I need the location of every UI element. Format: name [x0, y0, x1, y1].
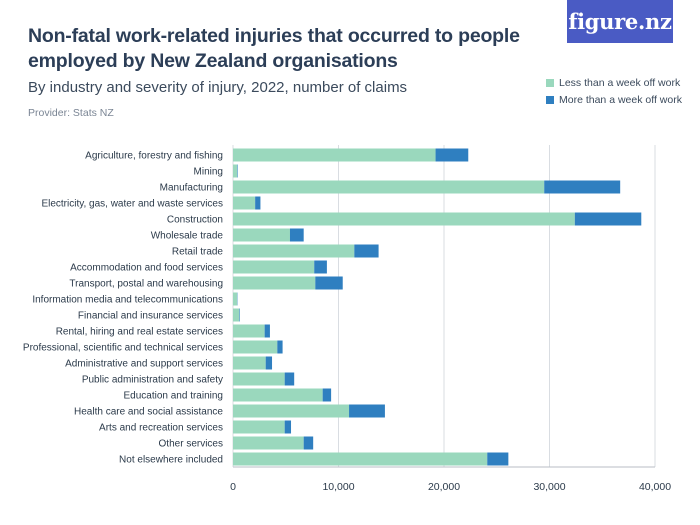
category-label: Wholesale trade	[151, 231, 224, 242]
bar-segment-less-than-week	[233, 356, 266, 370]
bar-segment-less-than-week	[233, 388, 323, 402]
category-label: Mining	[194, 167, 223, 178]
category-label: Administrative and support services	[65, 359, 223, 370]
category-label: Accommodation and food services	[70, 263, 223, 274]
bar-segment-more-than-week	[544, 180, 621, 194]
bar-segment-more-than-week	[255, 196, 261, 210]
category-label: Public administration and safety	[82, 375, 223, 386]
bar-segment-less-than-week	[233, 452, 488, 466]
category-label: Arts and recreation services	[99, 423, 223, 434]
bar-segment-more-than-week	[264, 324, 270, 338]
legend-item-less: Less than a week off work	[546, 74, 682, 91]
chart-legend: Less than a week off work More than a we…	[546, 74, 682, 108]
bar-segment-more-than-week	[487, 452, 509, 466]
x-tick-label: 10,000	[322, 481, 354, 493]
bar-segment-less-than-week	[233, 228, 290, 242]
bar-segment-less-than-week	[233, 292, 238, 306]
bar-segment-more-than-week	[354, 244, 379, 258]
x-tick-label: 0	[230, 481, 236, 493]
bar-segment-less-than-week	[233, 276, 316, 290]
category-label: Rental, hiring and real estate services	[56, 327, 223, 338]
legend-swatch-more	[546, 95, 554, 104]
category-label: Financial and insurance services	[78, 311, 223, 322]
category-label: Information media and telecommunications	[32, 295, 223, 306]
category-label: Construction	[167, 215, 223, 226]
bar-segment-more-than-week	[284, 372, 295, 386]
category-label: Not elsewhere included	[119, 455, 223, 466]
category-label: Retail trade	[172, 247, 224, 258]
legend-label-less: Less than a week off work	[559, 76, 681, 89]
bar-segment-more-than-week	[277, 340, 283, 354]
chart-subtitle: By industry and severity of injury, 2022…	[28, 79, 408, 96]
category-label: Education and training	[123, 391, 223, 402]
bar-segment-less-than-week	[233, 372, 285, 386]
category-label: Transport, postal and warehousing	[69, 279, 223, 290]
legend-label-more: More than a week off work	[559, 93, 682, 106]
bar-segment-less-than-week	[233, 148, 436, 162]
bar-segment-less-than-week	[233, 244, 355, 258]
x-tick-label: 30,000	[533, 481, 565, 493]
bar-segment-less-than-week	[233, 340, 278, 354]
bar-segment-more-than-week	[237, 164, 238, 178]
bar-segment-more-than-week	[284, 420, 292, 434]
figure-nz-logo[interactable]: figure.nz	[567, 0, 673, 43]
category-label: Agriculture, forestry and fishing	[85, 151, 223, 162]
bar-segment-more-than-week	[322, 388, 332, 402]
x-tick-label: 40,000	[639, 481, 671, 493]
legend-item-more: More than a week off work	[546, 91, 682, 108]
bar-segment-more-than-week	[435, 148, 469, 162]
bar-segment-less-than-week	[233, 180, 545, 194]
bar-segment-more-than-week	[349, 404, 385, 418]
bar-segment-more-than-week	[289, 228, 304, 242]
category-label: Health care and social assistance	[74, 407, 223, 418]
bar-segment-more-than-week	[239, 308, 240, 322]
bar-segment-less-than-week	[233, 164, 238, 178]
category-label: Other services	[159, 439, 223, 450]
bar-segment-less-than-week	[233, 308, 240, 322]
bar-segment-more-than-week	[265, 356, 273, 370]
bar-segment-less-than-week	[233, 436, 304, 450]
legend-swatch-less	[546, 78, 554, 87]
bar-segment-more-than-week	[574, 212, 642, 226]
category-label: Professional, scientific and technical s…	[23, 343, 223, 354]
bar-segment-less-than-week	[233, 260, 315, 274]
bar-segment-more-than-week	[303, 436, 314, 450]
bar-segment-more-than-week	[314, 260, 327, 274]
bar-segment-less-than-week	[233, 324, 265, 338]
bar-segment-less-than-week	[233, 420, 285, 434]
x-tick-label: 20,000	[428, 481, 460, 493]
chart-title: Non-fatal work-related injuries that occ…	[28, 25, 520, 72]
category-label: Manufacturing	[160, 183, 223, 194]
data-provider: Provider: Stats NZ	[28, 107, 114, 119]
category-label: Electricity, gas, water and waste servic…	[41, 199, 223, 210]
bar-segment-less-than-week	[233, 212, 575, 226]
bar-segment-more-than-week	[315, 276, 343, 290]
bar-segment-less-than-week	[233, 404, 350, 418]
bar-segment-less-than-week	[233, 196, 256, 210]
